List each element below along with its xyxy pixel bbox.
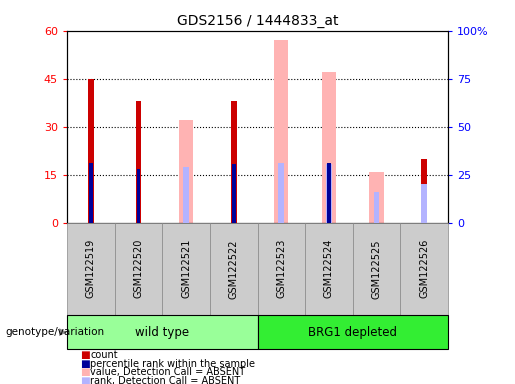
Text: GSM122522: GSM122522 <box>229 239 238 298</box>
Bar <box>401 223 448 315</box>
Bar <box>88 79 94 223</box>
Text: ■: ■ <box>80 350 90 360</box>
Text: ■: ■ <box>80 359 90 369</box>
Bar <box>421 159 427 223</box>
Text: GSM122523: GSM122523 <box>277 239 286 298</box>
Text: GSM122525: GSM122525 <box>372 239 382 298</box>
Bar <box>232 164 235 223</box>
Bar <box>322 72 336 223</box>
Bar <box>326 164 332 223</box>
Text: count: count <box>90 350 118 360</box>
Bar <box>179 120 193 223</box>
Text: GSM122519: GSM122519 <box>86 239 96 298</box>
Title: GDS2156 / 1444833_at: GDS2156 / 1444833_at <box>177 14 338 28</box>
Bar <box>327 163 331 223</box>
Bar <box>89 163 93 223</box>
Text: genotype/variation: genotype/variation <box>5 327 104 337</box>
Bar <box>183 167 189 223</box>
Bar <box>114 223 162 315</box>
Bar <box>67 223 115 315</box>
Text: ■: ■ <box>80 367 90 377</box>
Text: value, Detection Call = ABSENT: value, Detection Call = ABSENT <box>90 367 245 377</box>
Bar <box>136 169 140 223</box>
Bar <box>162 223 210 315</box>
Bar <box>369 172 384 223</box>
Bar <box>135 101 141 223</box>
Bar <box>210 223 258 315</box>
Bar <box>421 184 427 223</box>
Bar <box>305 223 353 315</box>
Text: GSM122521: GSM122521 <box>181 239 191 298</box>
Text: GSM122524: GSM122524 <box>324 239 334 298</box>
Text: GSM122520: GSM122520 <box>133 239 143 298</box>
Bar <box>374 192 380 223</box>
Bar <box>274 40 288 223</box>
Text: GSM122526: GSM122526 <box>419 239 429 298</box>
Bar <box>231 101 236 223</box>
Bar <box>353 223 401 315</box>
Text: rank, Detection Call = ABSENT: rank, Detection Call = ABSENT <box>90 376 241 384</box>
Bar <box>258 223 305 315</box>
Bar <box>258 315 448 349</box>
Bar <box>67 315 258 349</box>
Text: ■: ■ <box>80 376 90 384</box>
Text: BRG1 depleted: BRG1 depleted <box>308 326 397 339</box>
Bar <box>279 163 284 223</box>
Text: percentile rank within the sample: percentile rank within the sample <box>90 359 255 369</box>
Polygon shape <box>59 328 67 336</box>
Text: wild type: wild type <box>135 326 190 339</box>
